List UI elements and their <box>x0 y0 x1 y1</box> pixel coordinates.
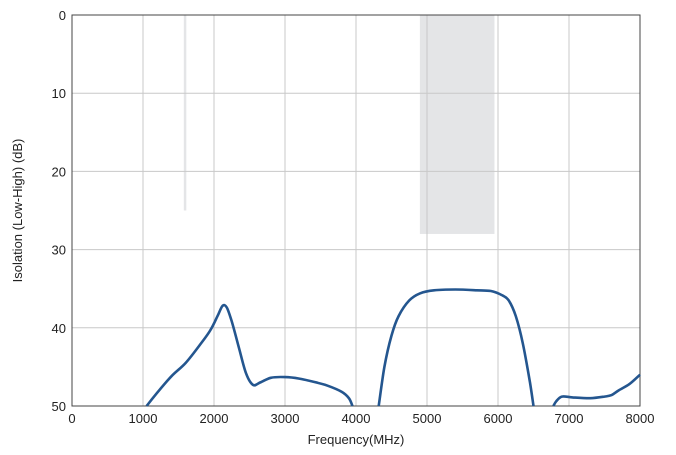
y-tick-label: 20 <box>52 164 66 179</box>
x-tick-label: 2000 <box>200 411 229 426</box>
x-tick-label: 7000 <box>555 411 584 426</box>
series-line-segment-2 <box>377 288 535 407</box>
y-tick-label: 50 <box>52 399 66 414</box>
gridlines <box>72 15 640 406</box>
y-tick-label: 10 <box>52 86 66 101</box>
x-tick-labels: 0 1000 2000 3000 4000 5000 6000 7000 8000 <box>68 411 654 426</box>
series-line-segment-3 <box>552 373 641 407</box>
shaded-band-2 <box>419 15 495 234</box>
x-tick-label: 5000 <box>413 411 442 426</box>
x-axis-label: Frequency(MHz) <box>308 432 405 447</box>
x-tick-label: 4000 <box>342 411 371 426</box>
x-tick-label: 3000 <box>271 411 300 426</box>
y-tick-labels: 0 10 20 30 40 50 <box>52 8 66 414</box>
data-series <box>145 288 641 407</box>
y-axis-label: Isolation (Low-High) (dB) <box>10 139 25 283</box>
shaded-bands <box>183 15 495 234</box>
shaded-band-1 <box>183 15 187 211</box>
x-tick-label: 1000 <box>129 411 158 426</box>
y-tick-label: 40 <box>52 321 66 336</box>
x-tick-label: 6000 <box>484 411 513 426</box>
x-tick-label: 0 <box>68 411 75 426</box>
y-tick-label: 30 <box>52 243 66 258</box>
x-tick-label: 8000 <box>626 411 655 426</box>
series-line-segment-1 <box>145 303 354 407</box>
plot-frame <box>71 14 641 407</box>
y-tick-label: 0 <box>59 8 66 23</box>
